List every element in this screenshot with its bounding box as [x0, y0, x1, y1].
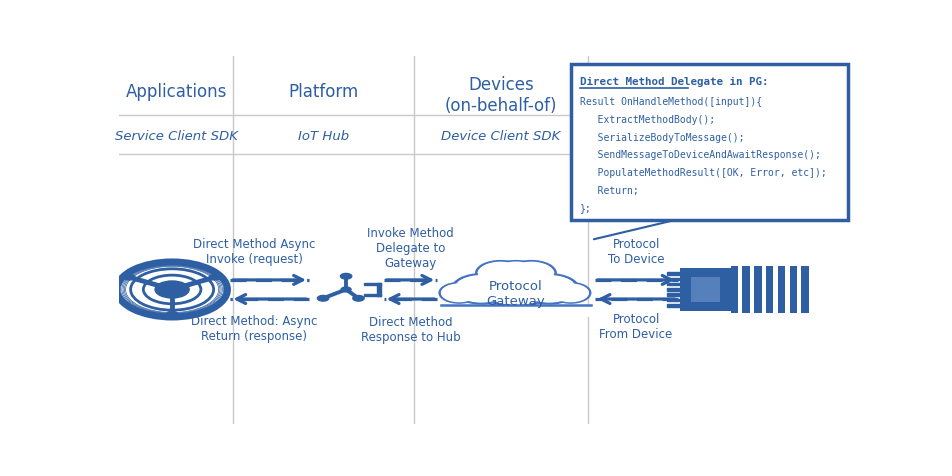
Bar: [667, 294, 681, 297]
Circle shape: [475, 266, 557, 307]
Bar: [667, 304, 681, 307]
Bar: [681, 269, 730, 311]
Circle shape: [553, 285, 588, 302]
Bar: [667, 299, 681, 302]
Text: Protocol
Gateway: Protocol Gateway: [486, 279, 545, 307]
Bar: [743, 267, 750, 313]
Bar: [667, 273, 681, 275]
Bar: [364, 283, 381, 286]
Circle shape: [341, 274, 351, 279]
Text: Result OnHandleMethod([input]){: Result OnHandleMethod([input]){: [580, 97, 763, 107]
Bar: [754, 267, 762, 313]
Text: Direct Method Async
Invoke (request): Direct Method Async Invoke (request): [193, 238, 315, 265]
Circle shape: [495, 262, 537, 283]
Text: SerializeBodyToMessage();: SerializeBodyToMessage();: [580, 132, 744, 142]
Circle shape: [124, 275, 135, 280]
Circle shape: [440, 284, 479, 303]
Circle shape: [479, 263, 523, 285]
Bar: [802, 267, 809, 313]
Circle shape: [520, 275, 579, 304]
Circle shape: [353, 296, 365, 301]
Text: Direct Method: Async
Return (response): Direct Method: Async Return (response): [191, 314, 318, 342]
Circle shape: [167, 312, 178, 317]
Circle shape: [157, 282, 188, 298]
Circle shape: [155, 281, 189, 298]
Bar: [730, 267, 738, 313]
Bar: [667, 278, 681, 281]
Bar: [778, 267, 785, 313]
Text: Invoke Method
Delegate to
Gateway: Invoke Method Delegate to Gateway: [367, 226, 454, 269]
Text: SendMessageToDeviceAndAwaitResponse();: SendMessageToDeviceAndAwaitResponse();: [580, 150, 821, 160]
Circle shape: [476, 262, 525, 286]
Text: Direct Method
Response to Hub: Direct Method Response to Hub: [361, 316, 460, 343]
Text: ExtractMethodBody();: ExtractMethodBody();: [580, 115, 715, 125]
Text: Applications: Applications: [126, 83, 227, 101]
Text: Service Client SDK: Service Client SDK: [114, 129, 238, 142]
Text: Protocol
From Device: Protocol From Device: [600, 313, 673, 340]
Circle shape: [455, 276, 507, 302]
Circle shape: [209, 275, 221, 280]
Bar: [766, 267, 773, 313]
FancyBboxPatch shape: [571, 64, 848, 220]
Circle shape: [497, 263, 535, 281]
Circle shape: [442, 285, 477, 302]
Circle shape: [509, 263, 553, 285]
Bar: [667, 283, 681, 286]
Circle shape: [507, 262, 556, 286]
Bar: [691, 278, 720, 302]
Circle shape: [480, 268, 552, 304]
Bar: [364, 294, 381, 297]
Text: Platform: Platform: [288, 83, 359, 101]
Bar: [667, 288, 681, 291]
Bar: [441, 306, 591, 317]
Circle shape: [341, 288, 351, 292]
Text: };: };: [580, 203, 592, 213]
Text: Direct Method Delegate in PG:: Direct Method Delegate in PG:: [580, 77, 768, 87]
Text: Return;: Return;: [580, 185, 639, 195]
Bar: [789, 267, 797, 313]
Circle shape: [551, 284, 590, 303]
Text: IoT Hub: IoT Hub: [298, 129, 349, 142]
Text: Devices
(on-behalf-of): Devices (on-behalf-of): [445, 76, 557, 115]
Text: PopulateMethodResult([OK, Error, etc]);: PopulateMethodResult([OK, Error, etc]);: [580, 168, 827, 178]
Circle shape: [452, 275, 510, 304]
Circle shape: [317, 296, 328, 301]
Text: Protocol
To Device: Protocol To Device: [608, 238, 664, 265]
Bar: [377, 283, 381, 297]
Text: Device Client SDK: Device Client SDK: [441, 129, 561, 142]
Circle shape: [523, 276, 576, 302]
